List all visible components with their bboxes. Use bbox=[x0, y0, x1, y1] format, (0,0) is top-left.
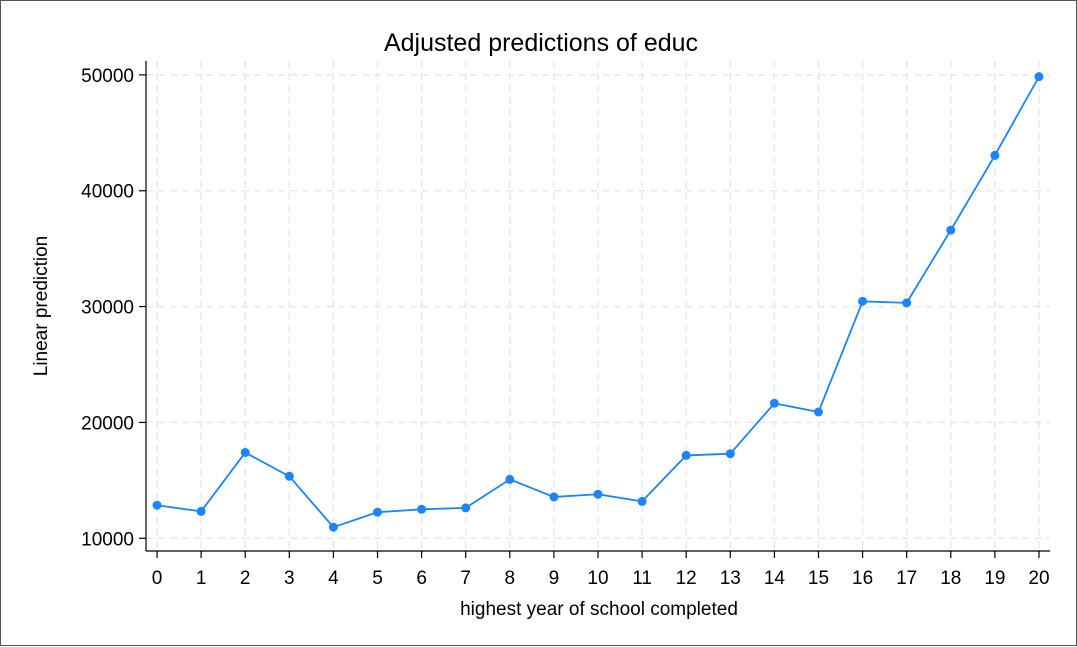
x-tick-label: 6 bbox=[416, 568, 427, 589]
x-tick-label: 11 bbox=[632, 568, 652, 589]
x-tick-label: 9 bbox=[549, 568, 560, 589]
data-point bbox=[505, 474, 515, 484]
x-tick-label: 17 bbox=[896, 568, 917, 589]
y-tick-label: 20000 bbox=[81, 413, 134, 434]
data-point bbox=[240, 448, 250, 458]
x-tick-label: 2 bbox=[240, 568, 251, 589]
data-point bbox=[196, 506, 206, 516]
data-point bbox=[858, 296, 868, 306]
data-point bbox=[152, 500, 162, 510]
data-point bbox=[725, 449, 735, 459]
axis-layer: 0 1 2 3 4 5 6 7 8 9 10 11 12 13 14 15 16 17 18 19 2010000200… bbox=[81, 61, 1050, 589]
x-tick-label: 3 bbox=[284, 568, 295, 589]
data-point bbox=[990, 150, 1000, 160]
data-point bbox=[328, 522, 338, 532]
x-tick-label: 7 bbox=[460, 568, 471, 589]
x-tick-label: 15 bbox=[808, 568, 829, 589]
data-point bbox=[593, 489, 603, 499]
x-tick-label: 4 bbox=[328, 568, 339, 589]
data-point bbox=[769, 398, 779, 408]
y-tick-label: 50000 bbox=[81, 66, 134, 87]
grid-layer bbox=[146, 61, 1050, 551]
x-tick-label: 10 bbox=[587, 568, 608, 589]
data-point bbox=[461, 503, 471, 513]
x-tick-label: 5 bbox=[372, 568, 383, 589]
x-tick-label: 0 bbox=[152, 568, 163, 589]
series-layer bbox=[152, 72, 1044, 532]
data-point bbox=[549, 492, 559, 502]
data-point bbox=[284, 471, 294, 481]
data-point bbox=[813, 407, 823, 417]
y-tick-label: 30000 bbox=[81, 298, 134, 319]
data-point bbox=[946, 225, 956, 235]
x-axis-label: highest year of school completed bbox=[460, 599, 738, 620]
x-tick-label: 8 bbox=[505, 568, 516, 589]
x-tick-label: 18 bbox=[940, 568, 961, 589]
x-tick-label: 16 bbox=[852, 568, 873, 589]
data-point bbox=[637, 496, 647, 506]
x-tick-label: 19 bbox=[984, 568, 1005, 589]
y-axis-label: Linear prediction bbox=[31, 236, 52, 376]
data-point bbox=[681, 450, 691, 460]
x-tick-label: 13 bbox=[720, 568, 741, 589]
data-point bbox=[373, 507, 383, 517]
x-tick-label: 20 bbox=[1028, 568, 1049, 589]
data-point bbox=[417, 504, 427, 514]
y-tick-label: 10000 bbox=[81, 529, 134, 550]
data-point bbox=[1034, 72, 1044, 82]
x-tick-label: 1 bbox=[196, 568, 207, 589]
y-tick-label: 40000 bbox=[81, 182, 134, 203]
x-tick-label: 14 bbox=[764, 568, 786, 589]
data-point bbox=[902, 298, 912, 308]
x-tick-label: 12 bbox=[676, 568, 697, 589]
chart-title: Adjusted predictions of educ bbox=[384, 29, 698, 57]
